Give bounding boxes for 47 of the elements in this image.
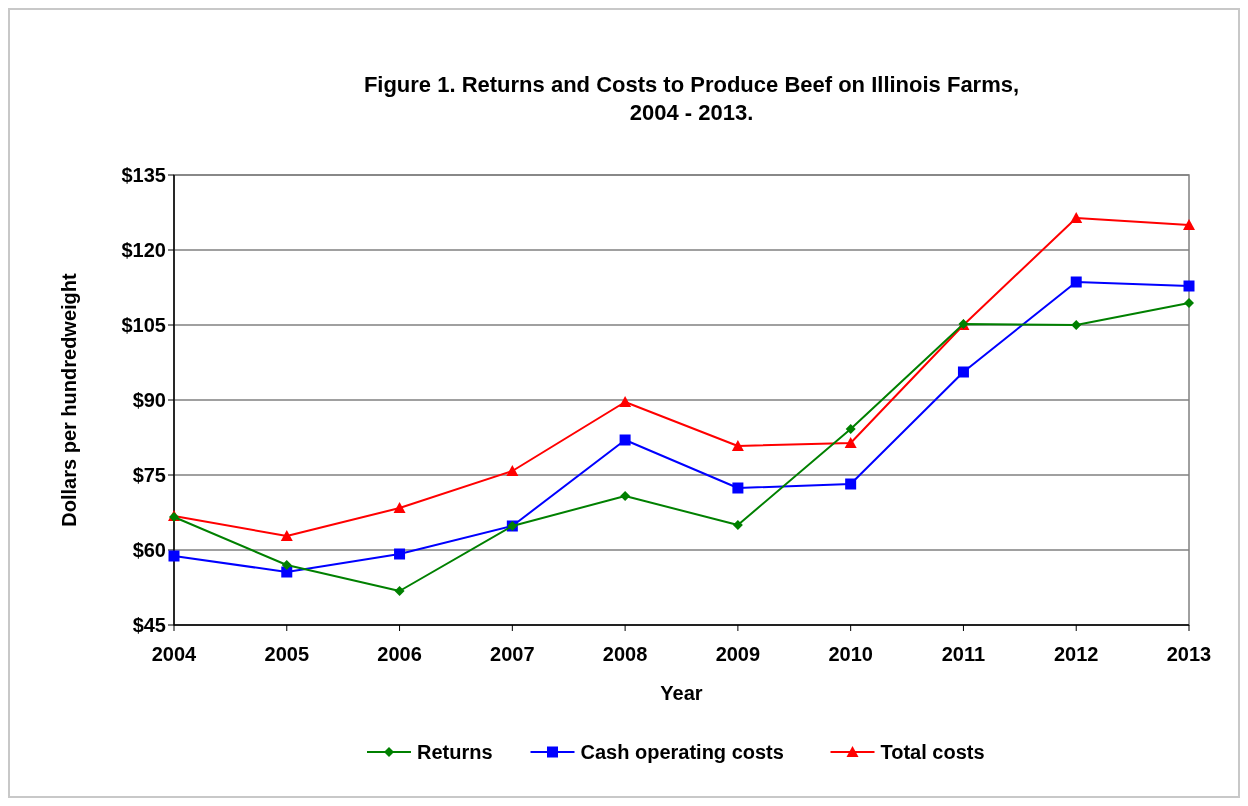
- x-tick-label: 2005: [264, 643, 310, 665]
- y-tick-label: $135: [121, 164, 166, 186]
- point: [732, 482, 744, 494]
- point: [168, 550, 180, 562]
- x-tick-label: 2008: [602, 643, 648, 665]
- legend-label: Returns: [417, 741, 493, 763]
- x-tick-label: 2007: [490, 643, 535, 665]
- legend-label: Total costs: [880, 741, 985, 763]
- point: [281, 566, 293, 578]
- point: [957, 366, 969, 378]
- x-tick-label: 2009: [715, 643, 761, 665]
- point: [732, 520, 743, 530]
- y-tick-label: $105: [121, 314, 166, 336]
- point: [393, 502, 406, 513]
- point: [1183, 280, 1195, 292]
- x-tick-label: 2006: [377, 643, 422, 665]
- x-tick-label: 2012: [1053, 643, 1099, 665]
- x-axis-title: Year: [660, 682, 703, 704]
- point: [844, 437, 857, 448]
- y-axis-title: Dollars per hundredweight: [58, 272, 80, 527]
- x-tick-label: 2004: [151, 643, 198, 665]
- point: [1071, 320, 1082, 330]
- point: [506, 465, 519, 476]
- y-tick-label: $45: [132, 614, 166, 636]
- y-tick-label: $120: [121, 239, 166, 261]
- y-tick-label: $75: [132, 464, 166, 486]
- point: [731, 440, 744, 451]
- point: [280, 530, 293, 541]
- x-tick-label: 2013: [1166, 643, 1212, 665]
- point: [1070, 212, 1083, 223]
- point: [394, 586, 405, 596]
- point: [845, 478, 857, 490]
- point: [394, 548, 406, 560]
- chart-title: Figure 1. Returns and Costs to Produce Beef on Illinois Farms, 2004 - 2013.: [363, 72, 1020, 125]
- point: [620, 491, 631, 501]
- point: [845, 424, 856, 434]
- point: [1070, 276, 1082, 288]
- point: [1183, 219, 1195, 230]
- x-tick-label: 2010: [828, 643, 873, 665]
- point: [281, 560, 292, 570]
- point: [1184, 298, 1194, 308]
- y-tick-label: $90: [132, 389, 166, 411]
- x-tick-label: 2011: [941, 643, 986, 665]
- y-tick-label: $60: [132, 539, 166, 561]
- legend-label: Cash operating costs: [580, 741, 784, 763]
- point: [619, 396, 632, 407]
- point: [619, 434, 631, 446]
